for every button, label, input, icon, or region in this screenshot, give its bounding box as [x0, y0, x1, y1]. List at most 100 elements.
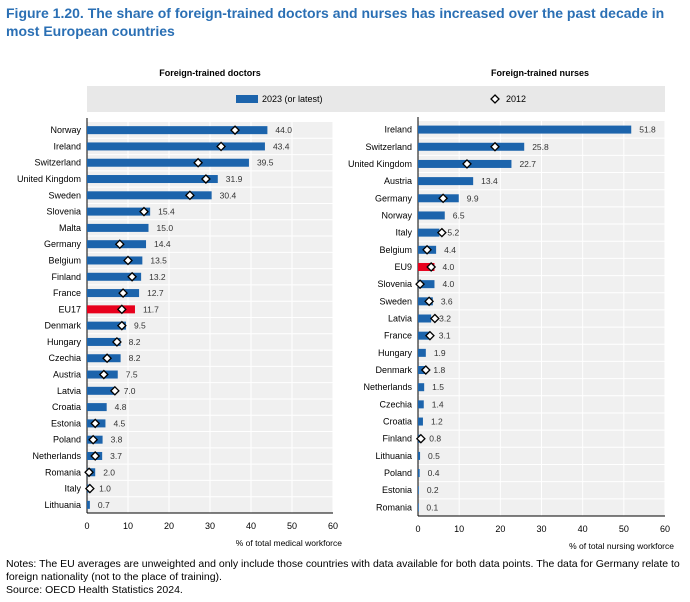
- bar-2023: [418, 331, 431, 340]
- value-label: 9.5: [134, 321, 146, 331]
- category-label: Germany: [44, 239, 82, 249]
- bar-2023: [418, 262, 435, 271]
- category-label: Germany: [375, 193, 413, 203]
- category-label: Denmark: [375, 365, 412, 375]
- figure-title: Figure 1.20. The share of foreign-traine…: [6, 5, 665, 39]
- value-label: 39.5: [257, 158, 274, 168]
- marker-2012: [84, 467, 94, 478]
- marker-2012: [90, 418, 101, 429]
- value-label: 4.0: [442, 279, 454, 289]
- value-label: 1.2: [431, 417, 443, 427]
- category-label: Estonia: [382, 485, 412, 495]
- category-label: Czechia: [48, 353, 81, 363]
- bar-2023: [418, 177, 474, 186]
- category-label: EU17: [58, 304, 81, 314]
- category-label: Switzerland: [34, 158, 81, 168]
- x-tick-label: 40: [246, 521, 256, 531]
- category-label: Malta: [59, 223, 81, 233]
- category-label: Czechia: [379, 399, 412, 409]
- legend-box: [87, 86, 665, 112]
- value-label: 1.5: [432, 382, 444, 392]
- category-label: Latvia: [388, 314, 412, 324]
- marker-2012: [425, 330, 435, 341]
- marker-2012: [114, 239, 125, 250]
- category-label: Latvia: [57, 386, 81, 396]
- value-label: 4.4: [444, 245, 456, 255]
- marker-2012: [118, 288, 128, 298]
- bar-2023: [87, 500, 90, 509]
- marker-2012: [216, 141, 226, 152]
- value-label: 13.2: [149, 272, 166, 282]
- category-label: Hungary: [378, 348, 413, 358]
- category-label: Hungary: [47, 337, 82, 347]
- value-label: 5.2: [447, 228, 459, 238]
- bar-2023: [87, 126, 268, 135]
- category-label: Belgium: [379, 245, 412, 255]
- marker-2012: [424, 296, 435, 307]
- x-tick-label: 50: [619, 524, 629, 534]
- bar-2023: [418, 469, 420, 478]
- value-label: 0.4: [428, 468, 440, 478]
- panel-title: Foreign-trained doctors: [159, 68, 261, 78]
- marker-2012: [139, 206, 149, 217]
- category-label: Lithuania: [44, 500, 81, 510]
- chart: 2023 (or latest) 2012 Foreign-trained doct…: [17, 68, 674, 551]
- value-label: 25.8: [532, 142, 549, 152]
- marker-2012: [116, 304, 127, 315]
- category-label: Estonia: [51, 418, 81, 428]
- bar-2023: [87, 337, 121, 346]
- value-label: 2.0: [103, 467, 115, 477]
- marker-2012: [109, 385, 120, 396]
- category-label: Ireland: [384, 125, 412, 135]
- bar-2023: [418, 125, 632, 134]
- source-text: Source: OECD Health Statistics 2024.: [6, 584, 183, 596]
- value-label: 0.7: [98, 500, 110, 510]
- value-label: 0.8: [429, 434, 441, 444]
- value-label: 1.4: [432, 399, 444, 409]
- bar-2023: [418, 211, 445, 220]
- marker-2012: [429, 313, 440, 324]
- value-label: 9.9: [467, 193, 479, 203]
- category-label: Austria: [53, 370, 81, 380]
- bar-2023: [87, 191, 212, 200]
- legend-marker-2012: [490, 94, 500, 104]
- marker-2012: [420, 365, 431, 375]
- legend-label-2012: 2012: [506, 94, 526, 104]
- value-label: 31.9: [226, 174, 243, 184]
- marker-2012: [123, 255, 133, 266]
- marker-2012: [127, 271, 138, 282]
- bar-2023: [418, 400, 424, 409]
- category-label: Netherlands: [32, 451, 81, 461]
- category-label: Poland: [53, 435, 81, 445]
- bar-2023: [87, 272, 142, 281]
- value-label: 4.5: [113, 418, 125, 428]
- value-label: 51.8: [639, 125, 656, 135]
- bar-2023: [418, 417, 423, 426]
- marker-2012: [415, 279, 425, 290]
- x-tick-label: 0: [84, 521, 89, 531]
- category-label: Denmark: [44, 321, 81, 331]
- bar-2023: [87, 289, 140, 298]
- value-label: 6.5: [453, 210, 465, 220]
- bar-2023: [418, 383, 425, 392]
- category-label: Finland: [382, 434, 412, 444]
- bar-2023: [87, 403, 107, 412]
- marker-2012: [462, 159, 472, 169]
- panel-title: Foreign-trained nurses: [491, 68, 589, 78]
- legend-swatch-2023: [236, 95, 258, 103]
- category-label: Italy: [395, 228, 412, 238]
- bar-2023: [87, 321, 126, 330]
- value-label: 3.6: [441, 296, 453, 306]
- category-label: Switzerland: [365, 142, 412, 152]
- notes-text: Notes: The EU averages are unweighted an…: [6, 558, 680, 583]
- category-label: Slovenia: [377, 279, 412, 289]
- value-label: 44.0: [275, 125, 292, 135]
- bar-2023: [87, 305, 135, 314]
- category-label: Finland: [51, 272, 81, 282]
- marker-2012: [438, 193, 449, 204]
- value-label: 22.7: [519, 159, 536, 169]
- x-tick-label: 60: [328, 521, 338, 531]
- marker-2012: [98, 369, 109, 380]
- marker-2012: [84, 483, 95, 494]
- bar-2023: [418, 314, 432, 323]
